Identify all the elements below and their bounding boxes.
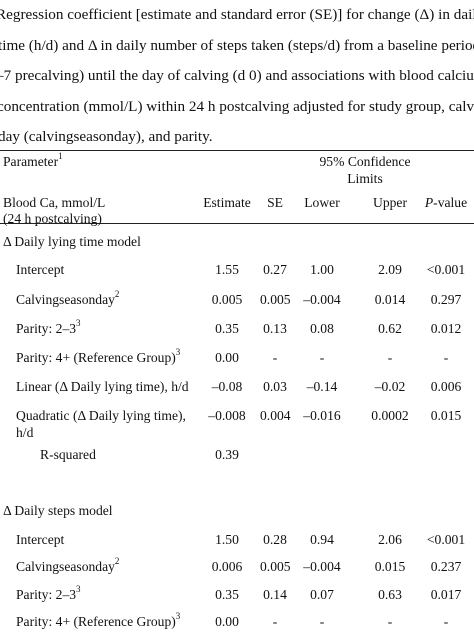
header-parameter: Parameter1	[3, 151, 63, 169]
lower-cell: 0.08	[310, 321, 334, 336]
row-label: Parity: 2–33	[16, 318, 81, 336]
lower-cell: -	[319, 614, 325, 629]
row-label: Linear (Δ Daily lying time), h/d	[16, 379, 189, 394]
section-title-lying: Δ Daily lying time model	[3, 234, 141, 249]
header-ci-line2: Limits	[347, 171, 383, 186]
estimate-cell: 1.55	[215, 262, 239, 277]
se-cell: 0.005	[260, 292, 291, 307]
upper-cell: 0.014	[374, 292, 406, 307]
se-cell: 0.03	[263, 379, 287, 394]
p-value-cell: 0.006	[430, 379, 462, 394]
upper-cell: 2.06	[378, 532, 402, 547]
se-cell: 0.13	[263, 321, 287, 336]
table-caption: Regression coefficient [estimate and sta…	[0, 0, 474, 153]
header-estimate: Estimate	[203, 195, 251, 210]
header-postcalving: (24 h postcalving)	[3, 211, 102, 226]
estimate-cell: 0.00	[215, 614, 239, 629]
row-label: R-squared	[40, 447, 96, 462]
se-cell: -	[272, 350, 278, 365]
upper-cell: 0.015	[374, 559, 406, 574]
estimate-cell: 0.35	[215, 587, 239, 602]
se-cell: 0.28	[263, 532, 287, 547]
section-title-steps: Δ Daily steps model	[3, 503, 113, 518]
p-value-cell: <0.001	[426, 532, 466, 547]
p-value-cell: -	[443, 614, 449, 629]
row-label: Parity: 4+ (Reference Group)3	[16, 347, 181, 365]
p-value-cell: 0.015	[430, 408, 462, 423]
row-label: Parity: 2–33	[16, 584, 81, 602]
se-cell: 0.004	[260, 408, 291, 423]
lower-cell: –0.016	[303, 408, 341, 423]
upper-cell: 0.0002	[371, 408, 409, 423]
estimate-cell: 0.005	[211, 292, 243, 307]
estimate-cell: –0.008	[208, 408, 246, 423]
upper-cell: 0.62	[378, 321, 402, 336]
row-label: Calvingseasonday2	[16, 556, 120, 574]
header-p-value: P-value	[424, 195, 468, 210]
header-blood-ca: Blood Ca, mmol/L	[3, 195, 106, 210]
row-label-continued: h/d	[16, 425, 34, 440]
caption-line: day (calvingseasonday), and parity.	[0, 128, 213, 145]
header-upper: Upper	[373, 195, 407, 210]
lower-cell: 1.00	[310, 262, 334, 277]
upper-cell: 0.63	[378, 587, 402, 602]
table-top-rule	[0, 150, 474, 151]
p-value-cell: 0.017	[430, 587, 462, 602]
p-value-cell: 0.237	[430, 559, 462, 574]
lower-cell: 0.07	[310, 587, 334, 602]
estimate-cell: 1.50	[215, 532, 239, 547]
lower-cell: –0.14	[306, 379, 338, 394]
estimate-cell: 0.39	[215, 447, 239, 462]
header-se: SE	[267, 195, 283, 210]
upper-cell: 2.09	[378, 262, 402, 277]
estimate-cell: 0.006	[211, 559, 243, 574]
row-label: Parity: 4+ (Reference Group)3	[16, 611, 181, 629]
caption-line: –7 precalving) until the day of calving …	[0, 67, 474, 84]
se-cell: 0.005	[260, 559, 291, 574]
p-value-cell: <0.001	[426, 262, 466, 277]
se-cell: 0.14	[263, 587, 287, 602]
header-bottom-rule	[0, 223, 474, 224]
se-cell: -	[272, 614, 278, 629]
upper-cell: -	[387, 614, 393, 629]
lower-cell: –0.004	[303, 292, 341, 307]
estimate-cell: 0.35	[215, 321, 239, 336]
upper-cell: –0.02	[374, 379, 406, 394]
row-label: Intercept	[16, 532, 65, 547]
estimate-cell: 0.00	[215, 350, 239, 365]
p-value-cell: -	[443, 350, 449, 365]
caption-line: Regression coefficient [estimate and sta…	[0, 6, 474, 23]
row-label: Intercept	[16, 262, 65, 277]
lower-cell: –0.004	[303, 559, 341, 574]
p-value-cell: 0.012	[430, 321, 462, 336]
caption-line: concentration (mmol/L) within 24 h postc…	[0, 97, 474, 115]
lower-cell: -	[319, 350, 325, 365]
p-value-cell: 0.297	[430, 292, 462, 307]
se-cell: 0.27	[263, 262, 287, 277]
estimate-cell: –0.08	[211, 379, 243, 394]
lower-cell: 0.94	[310, 532, 334, 547]
row-label: Calvingseasonday2	[16, 289, 120, 307]
header-lower: Lower	[304, 195, 340, 210]
header-ci-line1: 95% Confidence	[319, 154, 411, 169]
caption-line: time (h/d) and Δ in daily number of step…	[0, 36, 474, 54]
upper-cell: -	[387, 350, 393, 365]
row-label: Quadratic (Δ Daily lying time),	[16, 408, 186, 423]
